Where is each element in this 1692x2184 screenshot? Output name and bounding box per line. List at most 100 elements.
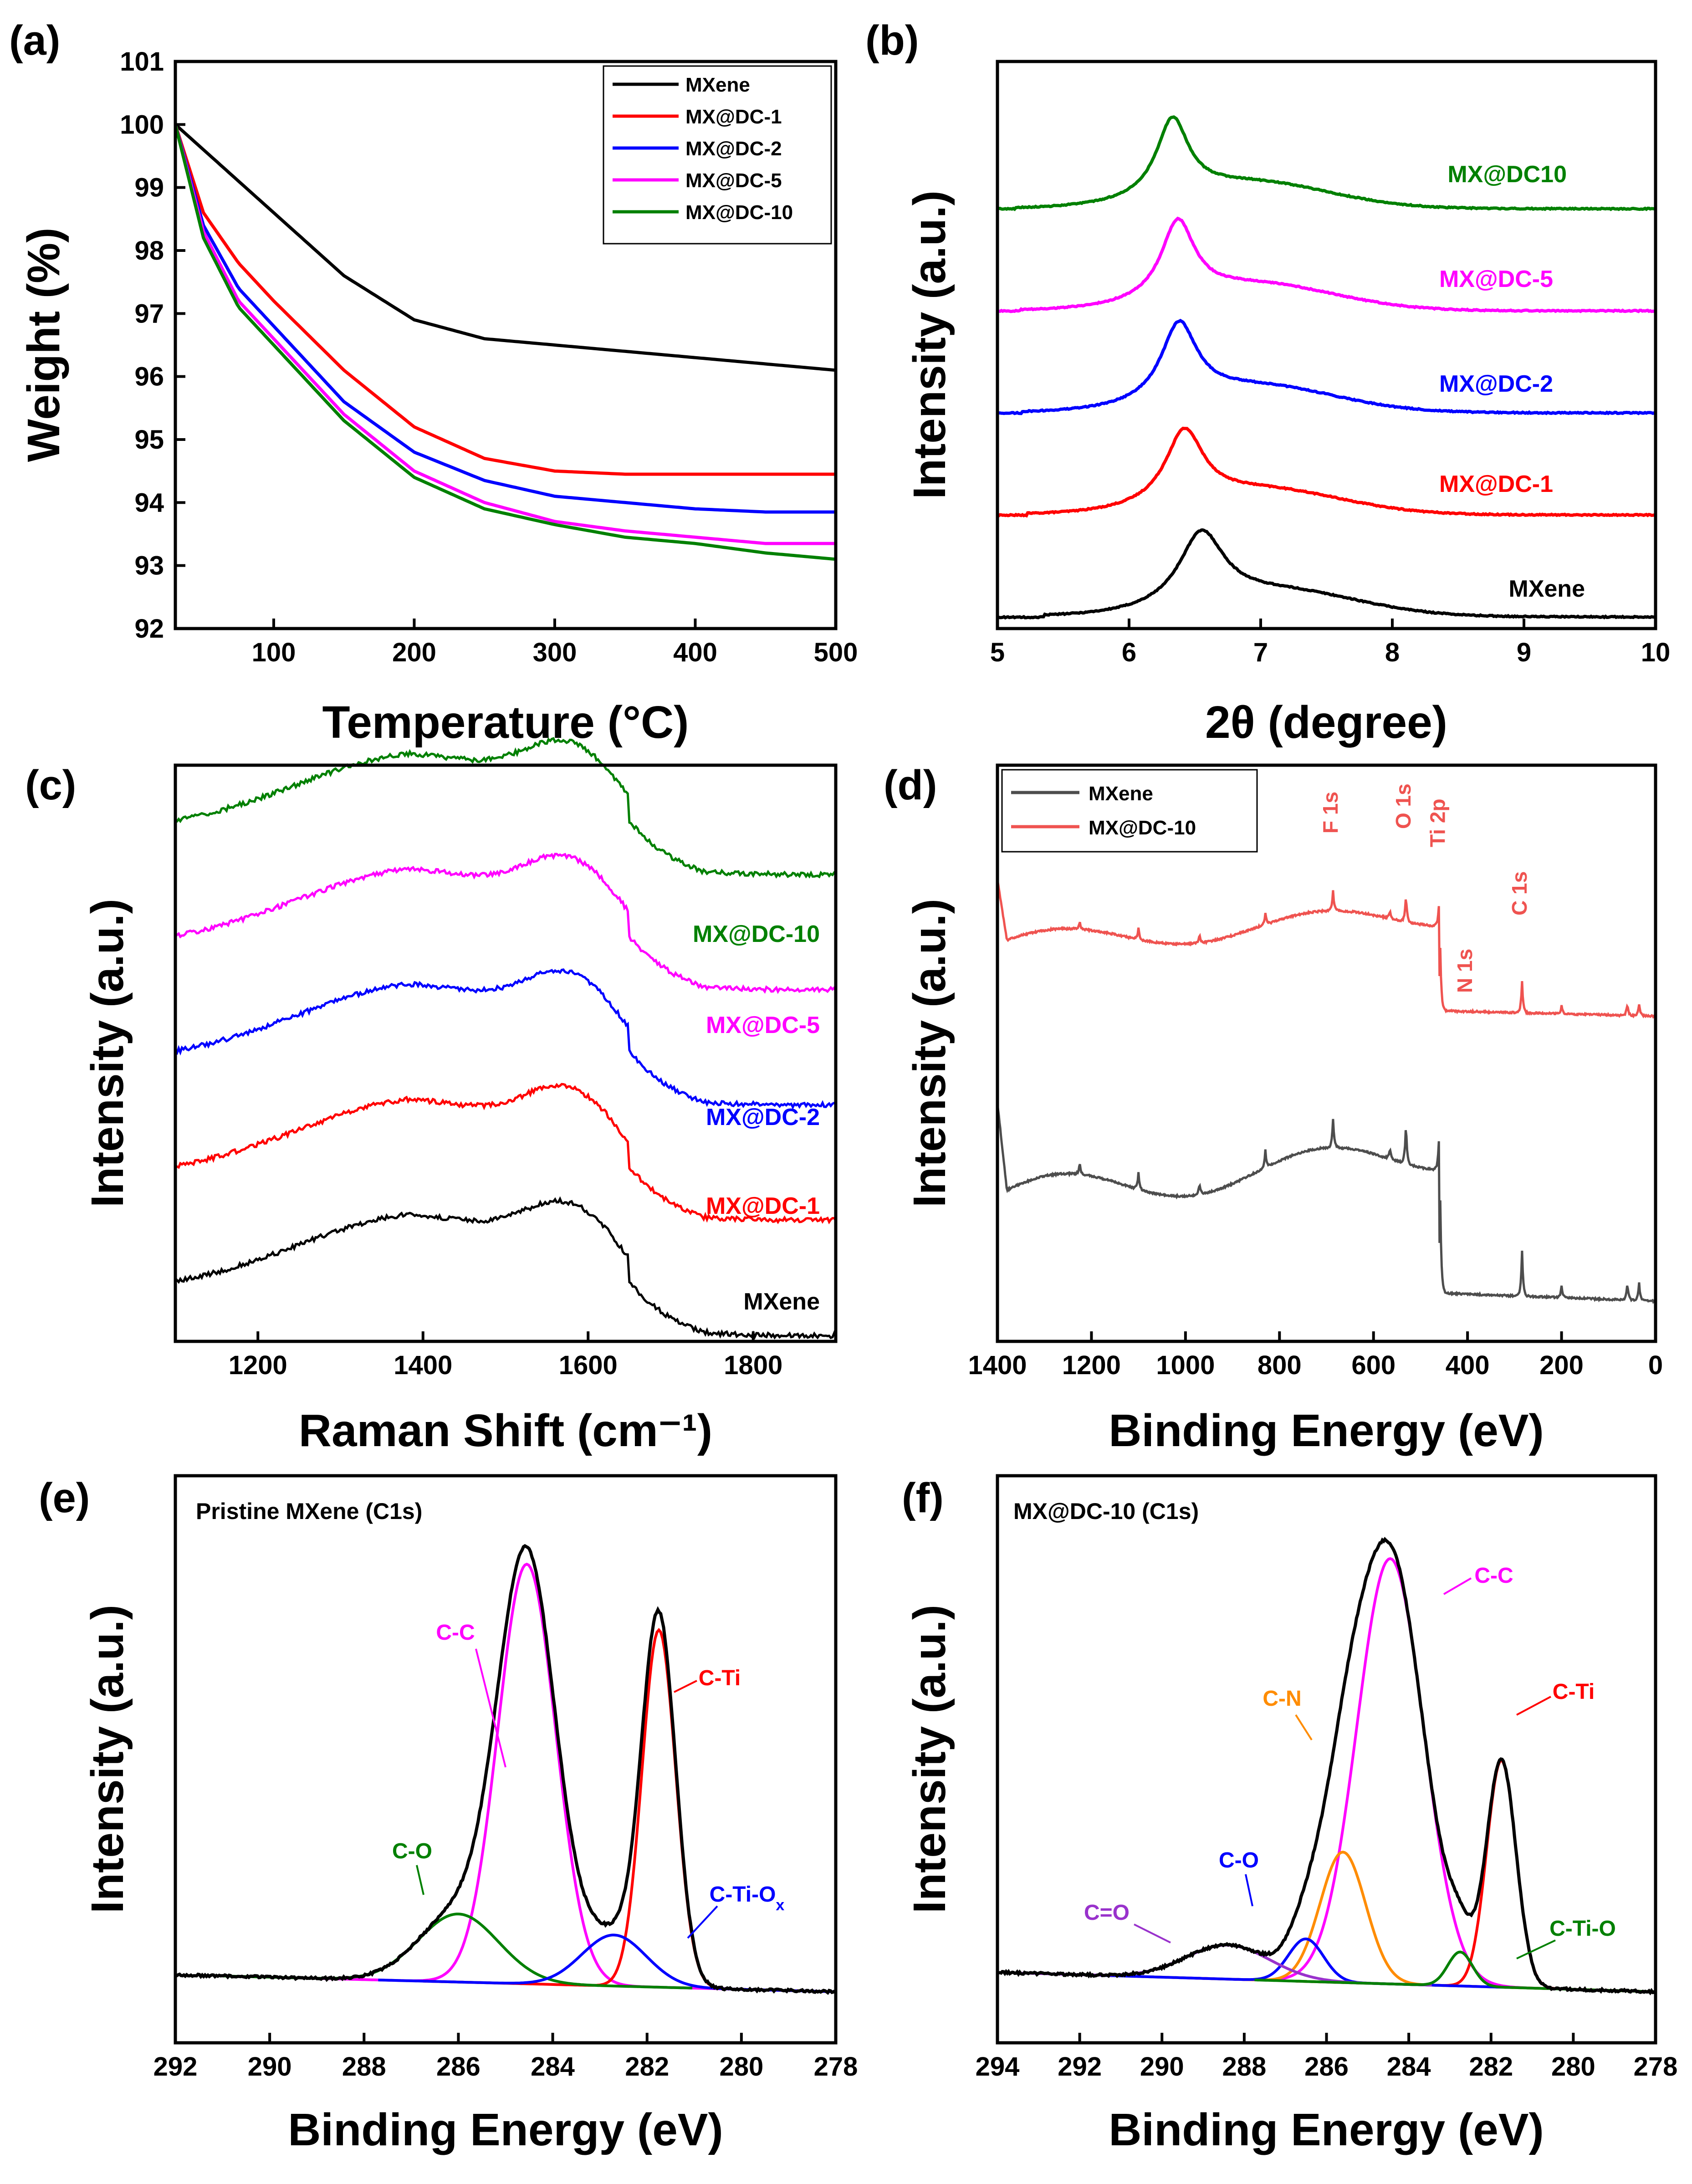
legend-label-mxdc5: MX@DC-5 <box>685 169 782 192</box>
panel-f-ticks: 294 292 290 288 286 284 282 280 278 <box>976 2033 1678 2082</box>
panel-b-xtick-label: 10 <box>1641 638 1671 667</box>
panel-d-xtick-label: 0 <box>1648 1350 1663 1380</box>
panel-a-ytick-label: 99 <box>134 173 164 203</box>
c1s-component-c-o <box>1100 1937 1510 1989</box>
panel-d-xtick-label: 600 <box>1351 1350 1396 1380</box>
panel-c-label-mxene: MXene <box>743 1289 820 1315</box>
panel-d-xlabel: Binding Energy (eV) <box>1109 1405 1544 1456</box>
panel-b-xtick-label: 5 <box>990 638 1005 667</box>
panel-c: (c) 1200 1400 1600 1800 MX@DC-10 MX@DC-5 MX… <box>25 737 838 1456</box>
panel-d-xtick-label: 200 <box>1539 1350 1584 1380</box>
legend-label-mxdc2: MX@DC-2 <box>685 138 782 160</box>
panel-c-label-mxdc5: MX@DC-5 <box>706 1012 820 1038</box>
xrd-curve-mx-dc-1 <box>996 426 1656 518</box>
panel-b-xtick-label: 6 <box>1122 638 1136 667</box>
xrd-curve-mx-dc-2 <box>997 318 1656 415</box>
c1s-pointer-c-c <box>1443 1577 1472 1595</box>
panel-b-ticks: 5 6 7 8 9 10 <box>990 619 1670 667</box>
legend-label-mxdc1: MX@DC-1 <box>685 106 782 128</box>
c1s-pointer-c-o <box>1134 1923 1171 1944</box>
c1s-label-c-o: C-O <box>392 1839 432 1863</box>
c1s-component-c-ti <box>1295 1758 1655 1993</box>
panel-d-xtick-label: 1400 <box>968 1350 1027 1380</box>
panel-f-xtick-label: 282 <box>1469 2052 1513 2082</box>
panel-e-xtick-label: 288 <box>342 2052 386 2082</box>
panel-d-xtick-label: 800 <box>1257 1350 1302 1380</box>
panel-f-xtick-label: 278 <box>1634 2052 1678 2082</box>
panel-b-frame <box>996 60 1657 630</box>
legend-label-mxene: MXene <box>685 74 750 96</box>
c1s-label-c-c: C-C <box>1474 1564 1513 1588</box>
panel-c-label-mxdc1: MX@DC-1 <box>706 1193 820 1219</box>
panel-a-legend-box <box>603 65 832 245</box>
panel-a-letter: (a) <box>9 17 60 64</box>
panel-a-ylabel: Weight (%) <box>18 228 69 462</box>
panel-b-plot <box>996 115 1656 620</box>
panel-a-xtick-label: 200 <box>392 638 436 667</box>
xrd-curve-mxene <box>997 528 1656 620</box>
c1s-pointer-c-ti-o <box>1516 1939 1556 1959</box>
panel-a-xlabel: Temperature (°C) <box>322 697 689 748</box>
c1s-pointer-c-c <box>475 1648 506 1768</box>
c1s-label-c-ti-o: C-Ti-O <box>1549 1917 1616 1941</box>
panel-c-letter: (c) <box>25 762 76 808</box>
panel-e-xtick-label: 292 <box>153 2052 198 2082</box>
panel-a-ytick-label: 100 <box>120 110 164 139</box>
panel-c-xlabel: Raman Shift (cm⁻¹) <box>299 1405 712 1456</box>
xps-survey-mx-dc-10 <box>996 880 1656 1019</box>
panel-f-xtick-label: 286 <box>1304 2052 1349 2082</box>
raman-curve-mx-dc-10 <box>175 737 837 879</box>
raman-curve-mx-dc-2 <box>174 968 836 1110</box>
panel-d-ylabel: Intensity (a.u.) <box>904 899 955 1207</box>
panel-f-xtick-label: 288 <box>1222 2052 1266 2082</box>
c1s-component-c-c <box>1184 1557 1595 1991</box>
panel-c-xtick-label: 1200 <box>229 1350 287 1380</box>
xps-peak-label-ti-2p: Ti 2p <box>1426 798 1449 847</box>
raman-curve-mxene <box>174 1196 837 1340</box>
panel-a-xtick-label: 100 <box>252 638 296 667</box>
panel-f-xtick-label: 292 <box>1058 2052 1102 2082</box>
panel-d-plot <box>996 880 1656 1304</box>
panel-e-xtick-label: 282 <box>625 2052 669 2082</box>
panel-c-frame <box>174 763 838 1343</box>
panel-e-plot <box>174 1544 836 1995</box>
panel-d-legend: MXene MX@DC-10 <box>1001 769 1258 853</box>
xrd-curve-mx-dc-5 <box>997 216 1656 313</box>
tga-curve-mx-dc-5 <box>174 124 836 545</box>
panel-a-ytick-label: 97 <box>134 299 164 328</box>
panel-a-ytick-label: 101 <box>120 47 164 77</box>
panel-c-plot <box>174 737 837 1340</box>
panel-e-xtick-label: 278 <box>814 2052 858 2082</box>
xps-peak-label-o-1s: O 1s <box>1391 783 1415 829</box>
panel-e: (e) 292 290 288 286 284 282 280 278 Pristine MX… <box>39 1474 858 2155</box>
panel-a-ytick-label: 93 <box>134 551 164 581</box>
panel-d-letter: (d) <box>884 762 937 808</box>
c1s-pointer-c-n <box>1295 1714 1313 1741</box>
panel-e-ticks: 292 290 288 286 284 282 280 278 <box>153 2033 858 2082</box>
panel-d-xtick-label: 400 <box>1446 1350 1490 1380</box>
panel-d: (d) 1400 1200 1000 800 600 400 200 0 MXene MX@D… <box>884 762 1663 1456</box>
c1s-label-c-ti-o: C-Ti-Ox <box>710 1882 785 1914</box>
panel-a-frame <box>174 60 838 630</box>
tga-curve-mxene <box>174 123 836 372</box>
c1s-envelope <box>174 1544 836 1995</box>
panel-f-xtick-label: 294 <box>976 2052 1020 2082</box>
xps-peak-label-n-1s: N 1s <box>1453 949 1477 993</box>
panel-a-xtick-label: 300 <box>533 638 577 667</box>
panel-c-label-mxdc10: MX@DC-10 <box>693 921 820 947</box>
panel-a-ytick-label: 95 <box>134 425 164 455</box>
panel-b-label-mxdc1: MX@DC-1 <box>1439 471 1553 497</box>
tga-curve-mx-dc-10 <box>174 124 836 561</box>
panel-e-xlabel: Binding Energy (eV) <box>288 2104 723 2155</box>
panel-f-xtick-label: 284 <box>1387 2052 1431 2082</box>
c1s-pointer-c-ti-o <box>687 1905 718 1939</box>
c1s-envelope <box>997 1537 1656 1995</box>
panel-e-letter: (e) <box>39 1475 90 1521</box>
c1s-pointer-c-o <box>416 1865 424 1895</box>
panel-f-plot <box>997 1537 1656 1995</box>
c1s-label-c-o: C-O <box>1219 1848 1259 1872</box>
c1s-component-c-n <box>1137 1851 1547 1990</box>
panel-a-ytick-label: 94 <box>134 488 164 517</box>
panel-f-frame <box>996 1474 1657 2045</box>
xps-peak-label-f-1s: F 1s <box>1319 792 1342 834</box>
